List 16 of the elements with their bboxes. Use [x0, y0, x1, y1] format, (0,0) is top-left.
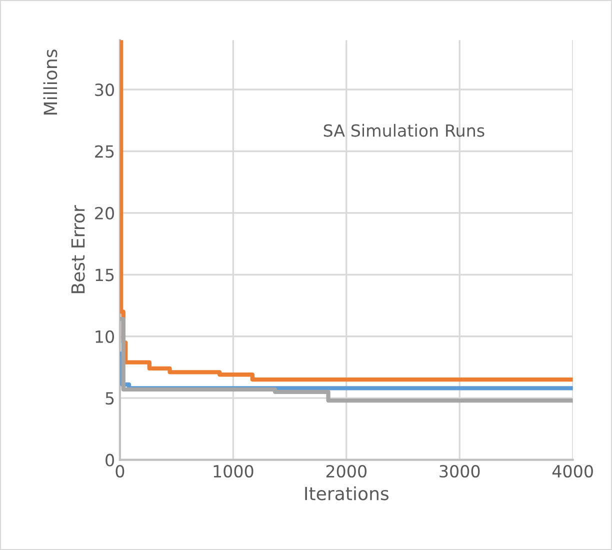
x-axis-title: Iterations	[305, 486, 389, 500]
x-tick-label: 1000	[214, 464, 254, 478]
x-tick-label: 0	[116, 464, 124, 478]
x-tick-label: 2000	[326, 464, 366, 478]
y-tick-label: 10	[96, 330, 114, 343]
y-tick-label: 20	[95, 206, 114, 220]
annotation: SA Simulation Runs	[324, 124, 484, 137]
y-axis-title: Best Error	[71, 205, 85, 294]
x-tick-label: 3000	[440, 464, 480, 478]
y-tick-label: 5	[106, 392, 114, 405]
text: Millions	[43, 50, 58, 114]
x-tick-label: 4000	[552, 464, 593, 478]
y-tick-label: 15	[96, 268, 114, 282]
y-tick-label: 0	[106, 454, 114, 466]
y-tick-label: 30	[95, 83, 114, 96]
y-tick-label: 25	[95, 145, 114, 158]
